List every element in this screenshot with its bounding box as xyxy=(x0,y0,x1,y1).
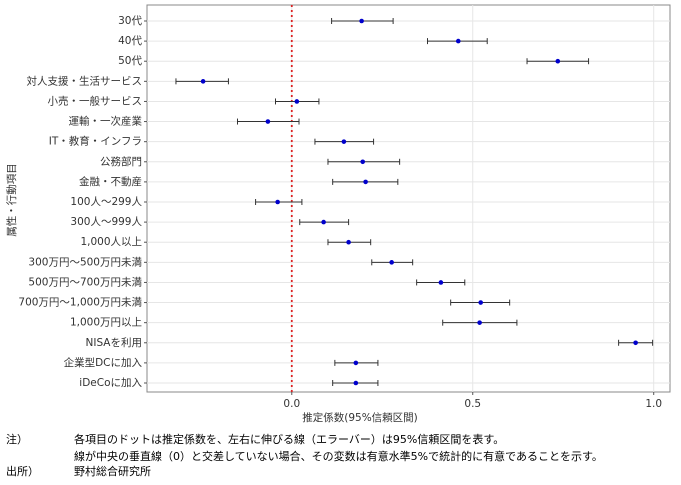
x-axis-title: 推定係数(95%信頼区間) xyxy=(302,411,418,424)
y-tick-label: 1,000万円以上 xyxy=(70,317,142,329)
point xyxy=(389,260,394,265)
x-tick-label: 0.0 xyxy=(283,398,300,410)
point xyxy=(353,360,359,366)
point xyxy=(275,199,280,205)
point xyxy=(555,58,561,64)
y-tick-label: 500万円～700万円未満 xyxy=(28,276,142,288)
source-label: 出所） xyxy=(6,464,39,478)
y-tick-label: 小売・一般サービス xyxy=(48,94,143,107)
point xyxy=(633,340,638,346)
note-label: 注） xyxy=(6,432,28,446)
y-axis-title: 属性・行動項目 xyxy=(5,163,18,237)
point xyxy=(359,18,364,24)
y-tick-label: NISAを利用 xyxy=(86,337,143,349)
y-tick-label: 50代 xyxy=(118,55,142,67)
x-tick-label: 0.5 xyxy=(464,398,481,410)
point xyxy=(353,380,359,386)
point xyxy=(265,119,271,124)
x-tick-label: 1.0 xyxy=(645,398,662,410)
point xyxy=(360,159,366,165)
y-tick-label: 運輸・一次産業 xyxy=(69,115,143,128)
y-tick-label: 100人～299人 xyxy=(70,196,142,208)
y-tick-label: 300万円～500万円未満 xyxy=(28,256,142,268)
point xyxy=(455,38,461,44)
y-tick-label: 30代 xyxy=(118,15,142,27)
note-text: 各項目のドットは推定係数を、左右に伸びる線（エラーバー）は95%信頼区間を表す。 xyxy=(74,432,504,446)
y-tick-label: 企業型DCに加入 xyxy=(64,356,143,369)
y-tick-label: 300人～999人 xyxy=(70,216,142,228)
y-tick-label: 金融・不動産 xyxy=(79,175,142,188)
note-text: 線が中央の垂直線（0）と交差していない場合、その変数は有意水準5%で統計的に有意… xyxy=(74,449,603,463)
point xyxy=(341,139,347,144)
y-tick-label: 対人支援・生活サービス xyxy=(27,74,143,87)
panel xyxy=(146,4,671,393)
y-tick-label: 1,000人以上 xyxy=(80,236,142,248)
y-tick-label: 公務部門 xyxy=(100,155,142,168)
y-tick-label: IT・教育・インフラ xyxy=(49,135,142,148)
point xyxy=(346,239,351,245)
point xyxy=(321,219,326,225)
point xyxy=(200,79,206,84)
point xyxy=(363,179,368,185)
source-text: 野村総合研究所 xyxy=(74,464,151,478)
y-tick-label: iDeCoに加入 xyxy=(79,377,142,389)
point xyxy=(478,300,484,305)
y-tick-label: 40代 xyxy=(118,35,142,47)
point xyxy=(294,99,300,104)
y-tick-label: 700万円～1,000万円未満 xyxy=(18,297,142,309)
point xyxy=(438,280,444,285)
point xyxy=(477,320,482,325)
